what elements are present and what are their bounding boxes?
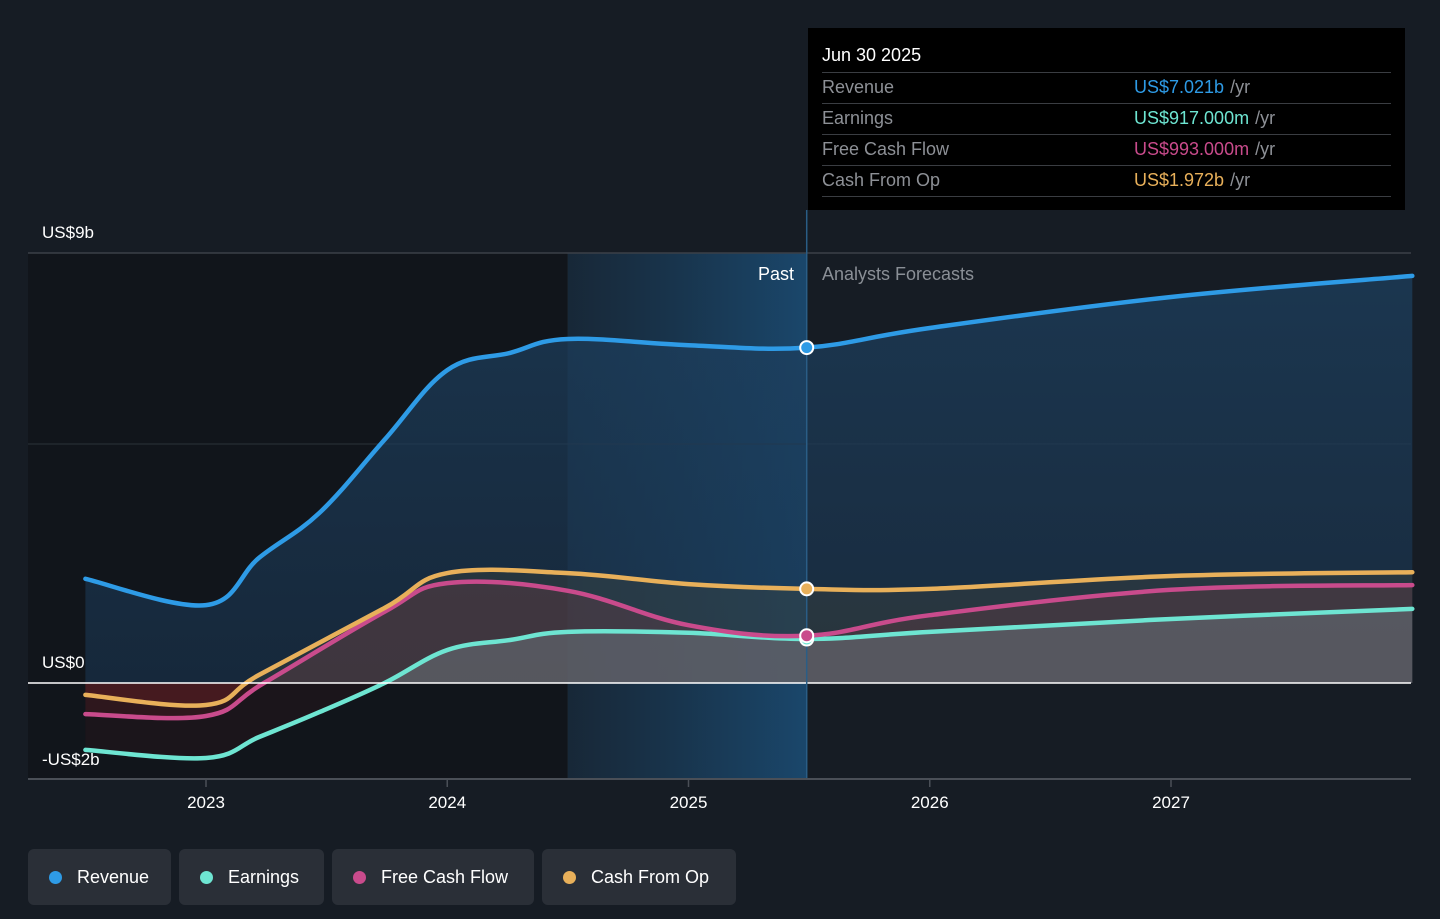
tooltip-value: US$7.021b — [1134, 77, 1225, 97]
fcf-area-negative — [85, 683, 1413, 719]
y-label-max: US$9b — [42, 223, 94, 242]
past-label: Past — [758, 264, 794, 284]
x-tick-label: 2027 — [1152, 793, 1190, 812]
fcf-marker — [799, 628, 815, 644]
tooltip-unit: /yr — [1255, 108, 1276, 128]
tooltip-name: Earnings — [822, 108, 894, 128]
tooltip-unit: /yr — [1255, 139, 1276, 159]
x-tick-label: 2023 — [187, 793, 225, 812]
series-lines — [83, 273, 1415, 761]
earnings-line — [83, 606, 1415, 761]
legend-item-revenue[interactable]: Revenue — [28, 849, 171, 905]
tooltip-unit: /yr — [1230, 170, 1251, 190]
revenue-marker — [799, 340, 815, 356]
legend-item-fcf[interactable]: Free Cash Flow — [332, 849, 534, 905]
x-tick-label: 2024 — [428, 793, 466, 812]
x-tick-label: 2025 — [670, 793, 708, 812]
tooltip: Jun 30 2025 Revenue US$7.021b /yr Earnin… — [808, 28, 1405, 210]
tooltip-name: Revenue — [822, 77, 895, 97]
tooltip-value: US$1.972b — [1134, 170, 1225, 190]
legend-dot-icon — [353, 870, 366, 884]
legend-dot-icon — [563, 870, 576, 884]
legend-label: Revenue — [77, 866, 150, 887]
y-label-zero: US$0 — [42, 653, 85, 672]
legend-label: Earnings — [228, 866, 300, 887]
legend-dot-icon — [200, 870, 213, 884]
x-tick-label: 2026 — [911, 793, 949, 812]
tooltip-row-cfo: Cash From Op US$1.972b /yr — [822, 166, 1391, 197]
cfo-marker — [799, 581, 815, 597]
legend-label: Free Cash Flow — [381, 866, 509, 887]
hover-markers — [799, 340, 815, 647]
tooltip-value: US$993.000m — [1134, 139, 1250, 159]
tooltip-value: US$917.000m — [1134, 108, 1250, 128]
tooltip-unit: /yr — [1230, 77, 1251, 97]
legend-item-cfo[interactable]: Cash From Op — [542, 849, 736, 905]
cfo-area-negative — [85, 683, 1413, 706]
legend-label: Cash From Op — [591, 866, 710, 887]
revenue-line — [83, 273, 1415, 608]
earnings-area-positive — [85, 608, 1413, 683]
tooltip-row-earnings: Earnings US$917.000m /yr — [822, 104, 1391, 135]
legend-item-earnings[interactable]: Earnings — [179, 849, 324, 905]
x-ticks: 2023 2024 2025 2026 2027 — [187, 779, 1190, 812]
forecast-label: Analysts Forecasts — [822, 264, 974, 284]
tooltip-date: Jun 30 2025 — [822, 42, 1391, 73]
tooltip-name: Free Cash Flow — [822, 139, 950, 159]
tooltip-row-fcf: Free Cash Flow US$993.000m /yr — [822, 135, 1391, 166]
tooltip-name: Cash From Op — [822, 170, 941, 190]
legend-dot-icon — [49, 870, 62, 884]
earnings-area-negative — [85, 683, 1413, 759]
y-label-min: -US$2b — [42, 750, 100, 769]
tooltip-row-revenue: Revenue US$7.021b /yr — [822, 73, 1391, 104]
fcf-line — [83, 579, 1415, 721]
legend: Revenue Earnings Free Cash Flow Cash Fro… — [28, 849, 736, 905]
fcf-area-positive — [85, 581, 1413, 683]
cfo-line — [83, 567, 1415, 708]
